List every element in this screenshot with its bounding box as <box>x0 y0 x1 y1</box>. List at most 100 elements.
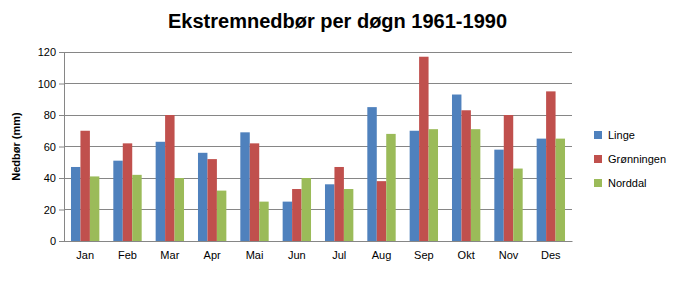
bar <box>471 129 480 241</box>
legend-swatch <box>594 179 602 187</box>
x-tick: Aug <box>372 241 392 261</box>
y-tick-label: 120 <box>38 46 56 58</box>
y-tick-mark <box>59 178 64 179</box>
legend-label: Norddal <box>608 177 647 189</box>
x-tick-label: Jun <box>288 249 306 261</box>
x-tick: Jun <box>288 241 306 261</box>
y-tick: 120 <box>38 46 64 58</box>
y-tick-label: 60 <box>44 141 56 153</box>
x-tick-label: Sep <box>414 249 434 261</box>
legend-item: Linge <box>594 129 635 141</box>
bar <box>537 139 546 241</box>
y-tick-label: 20 <box>44 204 56 216</box>
grid <box>64 52 572 241</box>
bar <box>367 107 376 241</box>
bar <box>386 134 395 241</box>
bar <box>71 167 80 241</box>
bar <box>377 181 386 241</box>
y-tick-label: 0 <box>50 235 56 247</box>
legend-label: Grønningen <box>608 153 666 165</box>
x-tick-label: Okt <box>458 249 475 261</box>
bar <box>156 142 165 241</box>
legend-label: Linge <box>608 129 635 141</box>
bar <box>461 110 470 241</box>
bar-series <box>80 57 555 241</box>
bar <box>259 202 268 241</box>
x-tick-label: Aug <box>372 249 392 261</box>
bar <box>344 189 353 241</box>
bar-series <box>90 129 565 241</box>
bar <box>452 95 461 241</box>
legend-swatch <box>594 131 602 139</box>
y-axis-title: Nedbør (mm) <box>10 112 22 181</box>
y-tick-mark <box>59 210 64 211</box>
y-axis-line <box>59 53 65 242</box>
legend: Linge Grønningen Norddal <box>594 129 666 189</box>
bar <box>207 159 216 241</box>
x-tick-label: Feb <box>118 249 137 261</box>
x-tick-label: Nov <box>499 249 519 261</box>
chart: 0 20 40 60 80 100 120 Jan Feb Mar Apr Mai Jun Jul Aug S… <box>0 0 675 286</box>
bar <box>113 161 122 241</box>
bars <box>71 57 565 241</box>
bar <box>546 91 555 241</box>
x-tick-label: Mai <box>246 249 264 261</box>
x-tick: Des <box>541 241 561 261</box>
y-tick-mark <box>59 115 64 116</box>
title: Ekstremnedbør per døgn 1961-1990 <box>168 10 507 32</box>
x-tick: Jul <box>332 241 346 261</box>
y-tick: 40 <box>44 172 64 184</box>
x-tick-label: Mar <box>160 249 179 261</box>
legend-item: Grønningen <box>594 153 666 165</box>
y-tick: 0 <box>50 235 64 247</box>
plot: 0 20 40 60 80 100 120 Jan Feb Mar Apr Mai Jun Jul Aug S… <box>38 46 573 261</box>
bar <box>419 57 428 241</box>
y-tick-label: 80 <box>44 109 56 121</box>
x-tick: Sep <box>414 241 434 261</box>
y-axis: 0 20 40 60 80 100 120 <box>38 46 65 247</box>
bar <box>175 178 184 241</box>
bar <box>302 178 311 241</box>
y-tick-mark <box>59 241 64 242</box>
x-tick: Mai <box>246 241 264 261</box>
bar <box>429 129 438 241</box>
bar <box>250 143 259 241</box>
x-tick: Feb <box>118 241 137 261</box>
bar <box>90 176 99 241</box>
bar <box>513 169 522 241</box>
bar <box>556 139 565 241</box>
bar <box>410 131 419 241</box>
x-tick: Nov <box>499 241 519 261</box>
legend-swatch <box>594 155 602 163</box>
x-axis: Jan Feb Mar Apr Mai Jun Jul Aug Sep Okt Nov Des <box>65 241 573 261</box>
bar <box>123 143 132 241</box>
y-tick: 100 <box>38 78 64 90</box>
grid-line <box>64 115 572 116</box>
bar <box>198 153 207 241</box>
x-tick: Apr <box>204 241 221 261</box>
x-axis-line <box>65 241 573 242</box>
x-tick: Okt <box>458 241 475 261</box>
bar <box>334 167 343 241</box>
bar <box>292 189 301 241</box>
x-tick-label: Jan <box>76 249 94 261</box>
grid-line <box>64 83 572 84</box>
y-tick: 80 <box>44 109 64 121</box>
bar <box>494 150 503 241</box>
bar <box>80 131 89 241</box>
bar <box>504 115 513 241</box>
y-tick: 20 <box>44 204 64 216</box>
y-tick: 60 <box>44 141 64 153</box>
bar <box>132 175 141 241</box>
x-tick-label: Des <box>541 249 561 261</box>
bar-series <box>71 95 546 241</box>
x-tick-label: Apr <box>204 249 221 261</box>
y-tick-mark <box>59 84 64 85</box>
bar <box>217 191 226 241</box>
y-tick-mark <box>59 52 64 53</box>
grid-line <box>64 146 572 147</box>
y-tick-label: 100 <box>38 78 56 90</box>
y-tick-label: 40 <box>44 172 56 184</box>
bar <box>165 115 174 241</box>
x-tick: Mar <box>160 241 179 261</box>
